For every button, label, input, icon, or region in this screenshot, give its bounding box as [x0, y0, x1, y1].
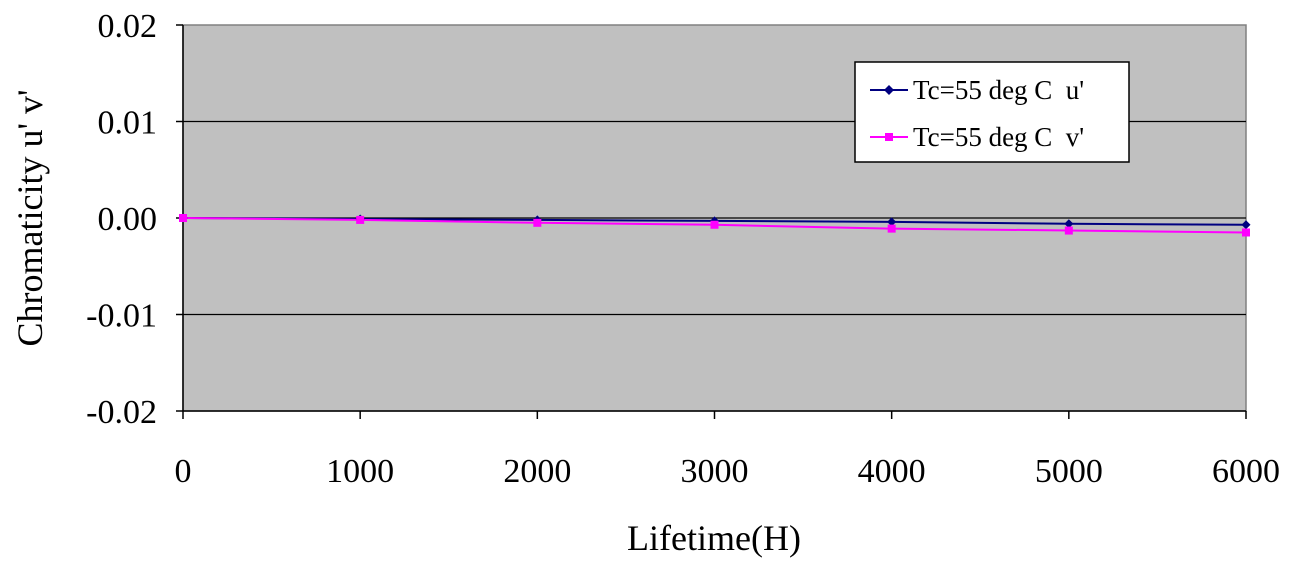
y-tick-label: -0.01 [86, 298, 157, 335]
legend-label-v: Tc=55 deg C v' [913, 122, 1084, 152]
legend: Tc=55 deg C u' Tc=55 deg C v' [854, 61, 1130, 163]
data-point-v [887, 224, 896, 233]
data-point-v [179, 214, 187, 222]
legend-marker-v [885, 133, 893, 141]
x-tick-label: 0 [175, 453, 192, 490]
data-point-v [1064, 226, 1073, 235]
x-tick-label: 2000 [503, 453, 571, 490]
data-point-u [1064, 219, 1074, 229]
data-point-v [710, 220, 719, 229]
x-axis-title: Lifetime(H) [627, 518, 801, 558]
y-tick-label: 0.01 [98, 105, 158, 142]
legend-label-u: Tc=55 deg C u' [913, 75, 1084, 105]
legend-box [854, 61, 1130, 163]
x-tick-label: 6000 [1212, 453, 1280, 490]
data-point-v [356, 215, 365, 224]
x-tick-label: 4000 [858, 453, 926, 490]
tick-labels: 0.02 0.01 0.00 -0.01 -0.02 0 1000 2000 3000 4000 5… [86, 8, 1280, 490]
x-tick-label: 1000 [326, 453, 394, 490]
y-axis-title: Chromaticity u' v' [10, 90, 50, 347]
y-tick-label: 0.02 [98, 8, 158, 45]
data-point-u [887, 217, 897, 227]
data-point-u [1241, 220, 1251, 230]
y-tick-label: 0.00 [98, 201, 158, 238]
x-tick-label: 3000 [681, 453, 749, 490]
series-layer [178, 213, 1251, 237]
data-point-v [533, 218, 542, 227]
x-tick-label: 5000 [1035, 453, 1103, 490]
legend-marker-u [884, 85, 894, 95]
data-point-v [1242, 228, 1250, 237]
y-tick-label: -0.02 [86, 394, 157, 431]
